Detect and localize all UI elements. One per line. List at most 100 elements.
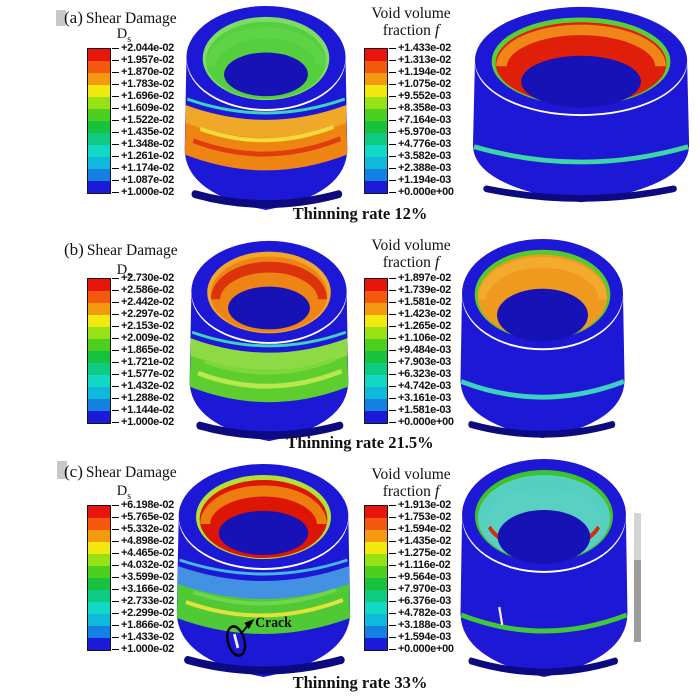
legend-tick-row: +9.484e-03 bbox=[389, 344, 454, 356]
legend-value: +1.433e-02 bbox=[398, 42, 451, 54]
tick-mark bbox=[389, 119, 396, 121]
legend-tick-row: +6.323e-03 bbox=[389, 368, 454, 380]
tick-mark bbox=[112, 107, 119, 109]
tick-mark bbox=[112, 588, 119, 590]
legend-value: +1.435e-02 bbox=[121, 126, 174, 138]
ring-body bbox=[472, 62, 690, 203]
void-fraction-ring bbox=[472, 6, 690, 203]
legend-value: +1.144e-02 bbox=[121, 404, 174, 416]
tick-mark bbox=[112, 528, 119, 530]
tick-mark bbox=[389, 576, 396, 578]
legend-value: +6.323e-03 bbox=[398, 368, 451, 380]
chip-column bbox=[364, 48, 388, 194]
ring-hole bbox=[521, 55, 641, 108]
legend-value: +1.753e-02 bbox=[398, 511, 451, 523]
legend-tick-row: +4.776e-03 bbox=[389, 138, 454, 150]
legend-tick-row: +6.376e-03 bbox=[389, 595, 454, 607]
shear-damage-legend: +6.198e-02 +5.765e-02 +5.332e-02 +4.898e-02… bbox=[87, 499, 174, 655]
tick-mark bbox=[112, 167, 119, 169]
legend-tick-row: +1.594e-02 bbox=[389, 523, 454, 535]
panel-label: (b) bbox=[64, 240, 84, 259]
tick-mark bbox=[389, 179, 396, 181]
body-stripe bbox=[460, 612, 628, 634]
inner-wall-top bbox=[478, 477, 610, 522]
panel-header: (c) Shear Damage bbox=[64, 462, 177, 482]
colormap-chip bbox=[88, 73, 110, 85]
colormap-chip bbox=[365, 157, 387, 169]
legend-tick-row: +1.423e-02 bbox=[389, 308, 454, 320]
tick-mark bbox=[389, 397, 396, 399]
colormap-chip bbox=[88, 626, 110, 638]
colormap-chip bbox=[88, 339, 110, 351]
legend-tick-row: +3.161e-03 bbox=[389, 392, 454, 404]
colormap-chip bbox=[88, 590, 110, 602]
colormap-chip bbox=[365, 399, 387, 411]
tick-mark bbox=[389, 564, 396, 566]
colormap-chip bbox=[88, 387, 110, 399]
tick-mark bbox=[389, 624, 396, 626]
legend-value: +1.783e-02 bbox=[121, 78, 174, 90]
symbol-f: f bbox=[434, 22, 440, 39]
legend-tick-row: +1.075e-02 bbox=[389, 78, 454, 90]
tick-mark bbox=[112, 361, 119, 363]
legend-value: +1.000e-02 bbox=[121, 643, 174, 655]
tick-mark bbox=[112, 313, 119, 315]
tick-mark bbox=[112, 576, 119, 578]
colormap-chip bbox=[88, 375, 110, 387]
colormap-chip bbox=[88, 399, 110, 411]
legend-value: +4.782e-03 bbox=[398, 607, 451, 619]
legend-value: +3.188e-03 bbox=[398, 619, 451, 631]
legend-value: +1.433e-02 bbox=[121, 631, 174, 643]
shear-damage-legend: +2.044e-02 +1.957e-02 +1.870e-02 +1.783e-02… bbox=[87, 42, 174, 198]
legend-value: +1.106e-02 bbox=[398, 332, 451, 344]
panel-c: (c) Shear Damage Ds +6.198e-02 +5.765e-02 +… bbox=[0, 455, 700, 700]
chip-column bbox=[364, 278, 388, 424]
legend-tick-row: +1.313e-02 bbox=[389, 54, 454, 66]
symbol-D: D bbox=[116, 262, 128, 278]
symbol-D: D bbox=[116, 483, 128, 499]
legend-tick-row: +1.865e-02 bbox=[112, 344, 174, 356]
colormap-chip bbox=[365, 133, 387, 145]
tick-mark bbox=[112, 409, 119, 411]
tick-mark bbox=[389, 191, 396, 193]
legend-tick-row: +2.297e-02 bbox=[112, 308, 174, 320]
crack-label: Crack bbox=[255, 614, 291, 631]
legend-tick-row: +2.586e-02 bbox=[112, 284, 174, 296]
colormap-chip bbox=[365, 181, 387, 193]
tick-mark bbox=[112, 624, 119, 626]
colormap-chip bbox=[365, 518, 387, 530]
legend-value: +2.586e-02 bbox=[121, 284, 174, 296]
legend-value: +9.484e-03 bbox=[398, 344, 451, 356]
colormap-chip bbox=[365, 121, 387, 133]
legend-value: +4.465e-02 bbox=[121, 547, 174, 559]
colormap-chip bbox=[365, 291, 387, 303]
fraction-word: fraction bbox=[382, 22, 431, 39]
colormap-chip bbox=[365, 315, 387, 327]
legend-value: +2.044e-02 bbox=[121, 42, 174, 54]
legend-value: +4.776e-03 bbox=[398, 138, 451, 150]
legend-value: +8.358e-03 bbox=[398, 102, 451, 114]
legend-value: +1.194e-02 bbox=[398, 66, 451, 78]
tick-mark bbox=[389, 143, 396, 145]
legend-tick-row: +1.000e-02 bbox=[112, 416, 174, 428]
tick-mark bbox=[389, 385, 396, 387]
shear-damage-ring bbox=[184, 5, 348, 211]
tick-mark bbox=[389, 107, 396, 109]
legend-tick-row: +3.582e-03 bbox=[389, 150, 454, 162]
panel-label: (c) bbox=[64, 462, 83, 481]
colormap-chip bbox=[365, 554, 387, 566]
value-column: +1.913e-02 +1.753e-02 +1.594e-02 +1.435e-02… bbox=[389, 499, 454, 655]
shear-damage-ring: Crack bbox=[176, 464, 351, 677]
tick-mark bbox=[389, 131, 396, 133]
colormap-chip bbox=[365, 49, 387, 61]
tick-mark bbox=[389, 516, 396, 518]
symbol-D: D bbox=[116, 26, 128, 42]
legend-value: +2.299e-02 bbox=[121, 607, 174, 619]
chip-column bbox=[87, 48, 111, 194]
shear-damage-title: Shear Damage bbox=[85, 464, 177, 481]
legend-tick-row: +2.153e-02 bbox=[112, 320, 174, 332]
legend-tick-row: +1.000e-02 bbox=[112, 643, 174, 655]
body-stripe bbox=[473, 144, 689, 165]
legend-tick-row: +1.866e-02 bbox=[112, 619, 174, 631]
legend-tick-row: +1.000e-02 bbox=[112, 186, 174, 198]
